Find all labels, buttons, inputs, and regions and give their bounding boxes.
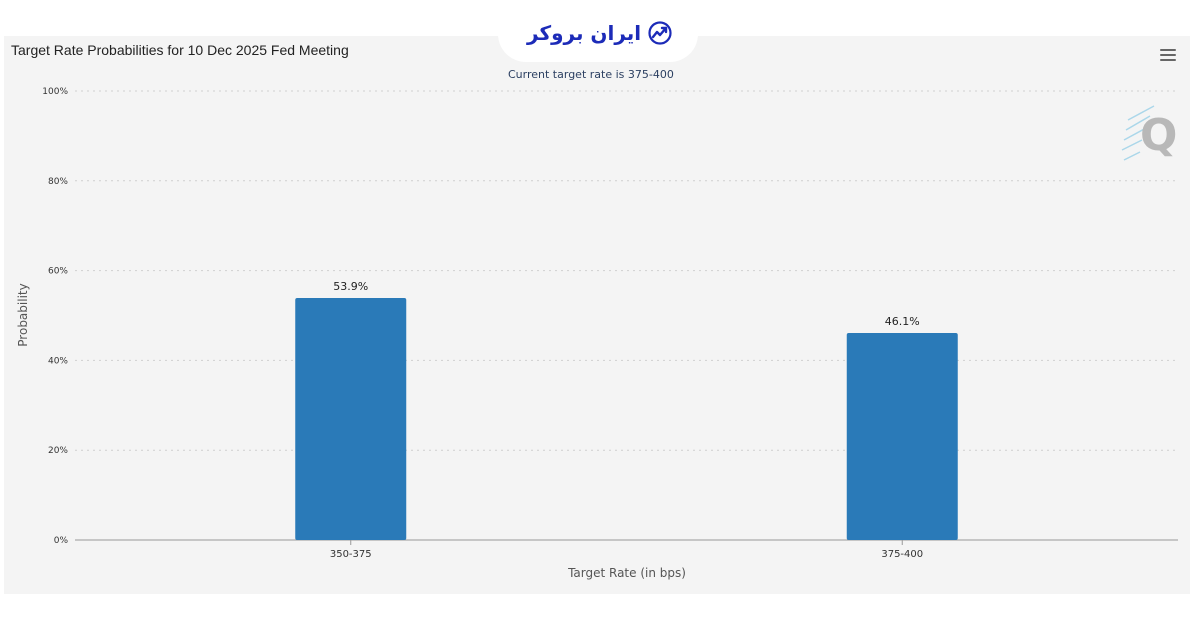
- y-tick-label: 80%: [48, 177, 68, 187]
- hamburger-menu-icon[interactable]: [1160, 49, 1176, 61]
- chart-panel: [4, 36, 1190, 594]
- x-axis-title: Target Rate (in bps): [567, 566, 686, 580]
- y-axis-title: Probability: [16, 283, 30, 346]
- x-axis-ticks: 350-375 375-400: [330, 540, 923, 560]
- data-labels: 53.9% 46.1%: [333, 280, 919, 328]
- data-label: 46.1%: [885, 315, 920, 328]
- x-tick-label: 375-400: [881, 549, 923, 560]
- chart-subtitle: Current target rate is 375-400: [508, 68, 674, 81]
- bar[interactable]: [846, 333, 958, 540]
- y-tick-label: 0%: [54, 536, 69, 546]
- y-axis-ticks: 0% 20% 40% 60% 80% 100%: [42, 87, 68, 546]
- grid-lines: [75, 90, 1178, 451]
- bars: [295, 297, 958, 540]
- chart-title: Target Rate Probabilities for 10 Dec 202…: [11, 42, 349, 58]
- x-tick-label: 350-375: [330, 549, 372, 560]
- y-tick-label: 100%: [42, 87, 68, 97]
- logo-text: ایران بروکر: [527, 21, 642, 45]
- y-tick-label: 40%: [48, 356, 68, 366]
- logo-background: [498, 6, 698, 62]
- brand-logo: ایران بروکر: [527, 20, 673, 46]
- y-tick-label: 20%: [48, 446, 68, 456]
- y-tick-label: 60%: [48, 267, 68, 277]
- bar[interactable]: [295, 297, 407, 540]
- data-label: 53.9%: [333, 280, 368, 293]
- q-logo-icon: Q: [1120, 100, 1180, 170]
- trend-check-icon: [648, 21, 672, 45]
- svg-text:Q: Q: [1140, 110, 1177, 161]
